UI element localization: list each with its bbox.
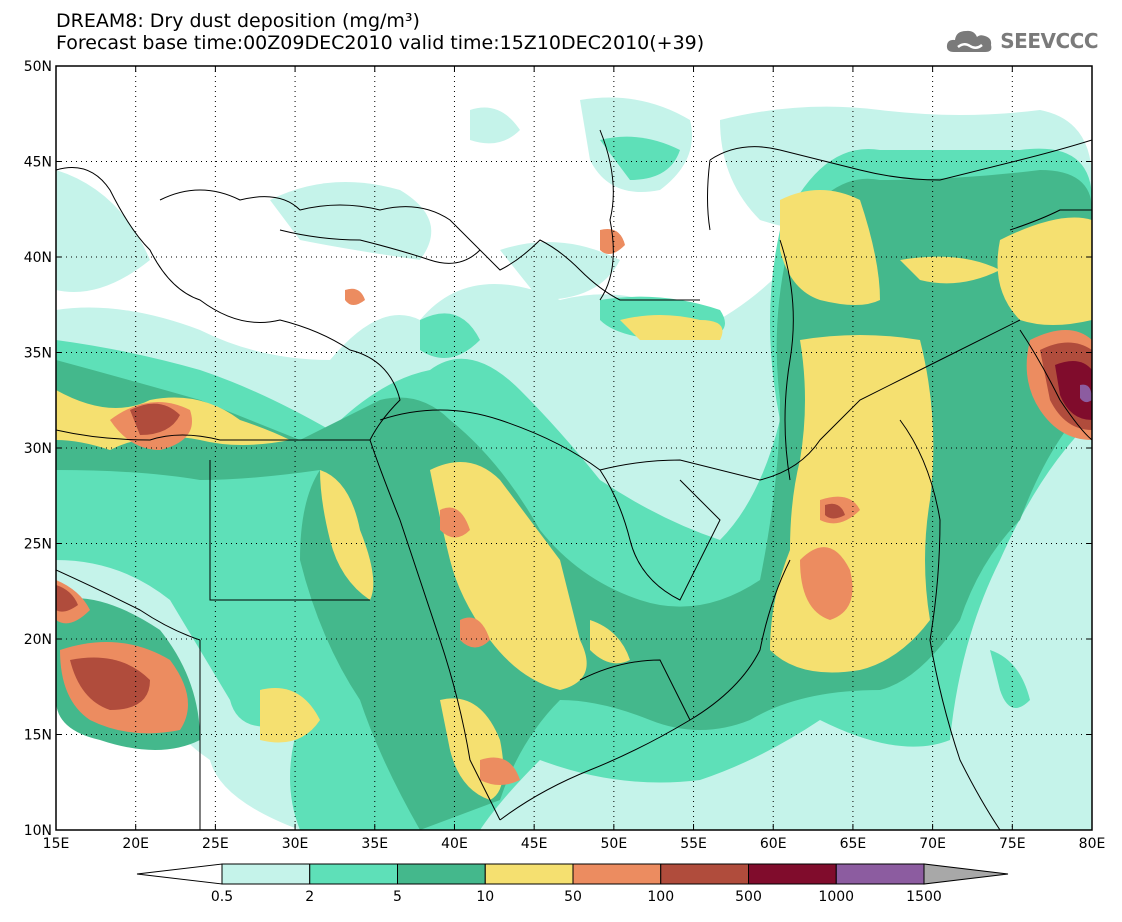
cloud-icon bbox=[947, 30, 992, 52]
colorbar-label: 1500 bbox=[906, 889, 942, 905]
lon-tick-label: 20E bbox=[122, 836, 149, 852]
colorbar-over-arrow bbox=[923, 863, 1009, 885]
colorbar-under-arrow bbox=[136, 863, 223, 885]
lat-tick-label: 10N bbox=[24, 823, 52, 839]
lat-tick-label: 25N bbox=[24, 537, 52, 553]
lon-tick-label: 35E bbox=[361, 836, 388, 852]
colorbar-segment bbox=[748, 863, 837, 885]
lon-tick-label: 30E bbox=[282, 836, 309, 852]
colorbar-label: 5 bbox=[393, 889, 402, 905]
lon-tick-label: 55E bbox=[680, 836, 707, 852]
colorbar-segment bbox=[572, 863, 662, 885]
lon-tick-label: 45E bbox=[521, 836, 548, 852]
colorbar-label: 100 bbox=[647, 889, 674, 905]
lat-tick-label: 15N bbox=[24, 728, 52, 744]
colorbar-segment bbox=[484, 863, 574, 885]
country-borders bbox=[56, 129, 1092, 830]
colorbar-label: 0.5 bbox=[211, 889, 233, 905]
lon-tick-label: 75E bbox=[999, 836, 1026, 852]
colorbar-label: 1000 bbox=[818, 889, 854, 905]
lon-tick-label: 25E bbox=[202, 836, 229, 852]
lon-tick-label: 60E bbox=[760, 836, 787, 852]
lon-tick-label: 80E bbox=[1079, 836, 1106, 852]
colorbar-label: 50 bbox=[564, 889, 582, 905]
colorbar-segment bbox=[660, 863, 749, 885]
lat-tick-label: 30N bbox=[24, 441, 52, 457]
lat-tick-label: 35N bbox=[24, 346, 52, 362]
seevccc-logo: SEEVCCC bbox=[944, 26, 1098, 56]
map-title: DREAM8: Dry dust deposition (mg/m³) bbox=[56, 10, 420, 32]
lon-tick-label: 70E bbox=[919, 836, 946, 852]
colorbar: 0.5 2 5 10 50 100 500 1000 1500 bbox=[136, 863, 1009, 905]
lat-tick-label: 45N bbox=[24, 155, 52, 171]
lat-tick-label: 40N bbox=[24, 250, 52, 266]
logo-text: SEEVCCC bbox=[1000, 29, 1098, 53]
colorbar-segment bbox=[397, 863, 486, 885]
lon-tick-label: 40E bbox=[441, 836, 468, 852]
lat-tick-label: 20N bbox=[24, 632, 52, 648]
colorbar-label: 10 bbox=[476, 889, 494, 905]
axis-ticks: 15E 20E 25E 30E 35E 40E 45E 50E 55E 60E 65E 70E 75E 8… bbox=[24, 59, 1106, 852]
lat-tick-label: 50N bbox=[24, 59, 52, 75]
map-subtitle: Forecast base time:00Z09DEC2010 valid ti… bbox=[56, 32, 705, 54]
colorbar-segment bbox=[835, 863, 925, 885]
lon-tick-label: 50E bbox=[601, 836, 628, 852]
dust-deposition-field bbox=[56, 97, 1092, 830]
colorbar-segment bbox=[309, 863, 398, 885]
lon-tick-label: 15E bbox=[43, 836, 70, 852]
colorbar-segment bbox=[221, 863, 311, 885]
colorbar-label: 500 bbox=[735, 889, 762, 905]
colorbar-label: 2 bbox=[305, 889, 314, 905]
lon-tick-label: 65E bbox=[840, 836, 867, 852]
